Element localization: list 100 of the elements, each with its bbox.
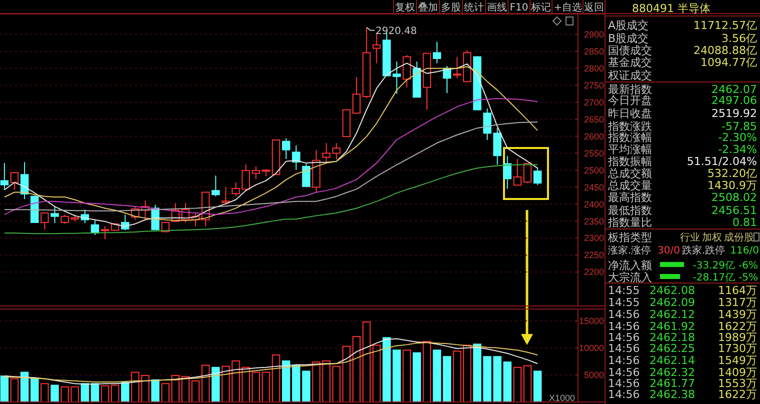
candlestick	[302, 163, 310, 187]
text: 总成交额	[607, 166, 652, 180]
bar	[422, 340, 432, 402]
text: 最低指数	[608, 204, 652, 217]
bar	[161, 383, 170, 402]
text: F10	[510, 2, 528, 14]
text: X1000	[548, 393, 575, 403]
bar	[332, 366, 341, 402]
text: -2.30%	[718, 130, 757, 144]
candlestick	[372, 32, 381, 64]
text: -2.34%	[718, 142, 757, 156]
bar	[50, 384, 59, 402]
y-tick-label: 15000	[578, 316, 604, 326]
candlestick	[503, 155, 512, 190]
y-tick-label: 2650	[584, 114, 604, 124]
text: 1164万	[718, 284, 757, 297]
text: 1409万	[718, 366, 757, 379]
candlestick	[222, 186, 230, 204]
text: 2462.25	[650, 342, 695, 355]
text: 2461.77	[650, 376, 695, 390]
candlestick	[402, 54, 411, 88]
text: 标记	[530, 2, 551, 14]
text: 116/0	[730, 246, 759, 256]
annotation: 2920.48	[376, 26, 417, 37]
text: 指数涨幅	[607, 130, 652, 144]
text: 51.51/2.04%	[686, 154, 757, 168]
y-tick-label: 2250	[584, 250, 604, 260]
text: 14:56	[608, 366, 640, 379]
text: 14:56	[608, 354, 640, 367]
bar	[372, 344, 381, 402]
y-tick-label: 2750	[584, 80, 604, 90]
bar	[362, 321, 371, 402]
text: 880491 半导体	[632, 2, 710, 15]
candlestick	[40, 212, 49, 230]
bar	[272, 354, 280, 402]
bar	[513, 366, 522, 402]
y-tick-label: 2550	[584, 148, 604, 158]
y-tick-label: 10000	[578, 343, 604, 354]
y-tick-label: 2450	[584, 182, 604, 192]
text: -33.29亿	[692, 260, 735, 272]
text: 2462.32	[650, 366, 695, 379]
text: 大宗流入	[608, 270, 652, 284]
y-tick-label: 2400	[584, 199, 604, 210]
text: 1622万	[718, 388, 757, 401]
text: 画线	[487, 2, 507, 14]
text: 平均涨幅	[608, 142, 652, 156]
text: 1317万	[718, 296, 757, 309]
bar	[191, 380, 200, 402]
text: -57.85	[722, 120, 757, 133]
text: 14:56	[608, 388, 640, 401]
candlestick	[513, 158, 522, 186]
text: -6%	[738, 260, 758, 272]
text: 1622万	[718, 320, 757, 333]
text: 复权	[395, 2, 415, 14]
text: 1989万	[718, 330, 757, 344]
candlestick	[0, 162, 9, 190]
text: 2462.08	[650, 284, 695, 297]
bar	[10, 378, 19, 402]
text: 行业	[680, 232, 700, 244]
text: 24088.88亿	[694, 44, 757, 57]
text: 指数涨跌	[607, 120, 652, 133]
text: 2461.92	[650, 320, 695, 333]
candlestick	[252, 166, 260, 180]
text: 今日开盘	[608, 94, 652, 107]
text: 532.20亿	[708, 166, 757, 180]
text: 14:55	[608, 296, 640, 309]
bar	[402, 350, 411, 402]
y-tick-label: 2300	[584, 233, 604, 244]
bar	[533, 370, 542, 402]
bar	[0, 376, 9, 402]
bar	[30, 378, 39, 402]
candlestick	[452, 56, 462, 79]
text: 14:56	[608, 330, 640, 344]
bar	[463, 344, 472, 402]
candlestick	[332, 142, 341, 160]
candlestick	[322, 142, 330, 164]
text: 多股	[441, 2, 461, 14]
text: 1430.9万	[708, 178, 757, 192]
text: 最新指数	[608, 82, 652, 96]
bar	[412, 352, 421, 402]
text: A股成交	[608, 18, 649, 32]
text: 涨家.涨停	[608, 244, 652, 256]
candlestick	[533, 166, 542, 186]
text: 14:56	[608, 308, 640, 321]
text: 基金成交	[608, 56, 652, 69]
text: 2508.02	[712, 190, 757, 204]
text: 返回	[584, 2, 604, 14]
text: 0.81	[732, 216, 757, 229]
candlestick	[100, 226, 110, 240]
text: 30/0	[658, 246, 680, 256]
bar	[40, 383, 49, 402]
text: 2462.18	[650, 330, 695, 344]
text: 1730万	[718, 342, 757, 355]
bar	[262, 372, 270, 402]
candlestick	[432, 41, 442, 64]
text: 2462.38	[650, 388, 695, 401]
bar	[282, 360, 290, 402]
candlestick	[352, 76, 361, 114]
text: 14:56	[608, 376, 640, 390]
text: 2519.92	[712, 106, 757, 120]
